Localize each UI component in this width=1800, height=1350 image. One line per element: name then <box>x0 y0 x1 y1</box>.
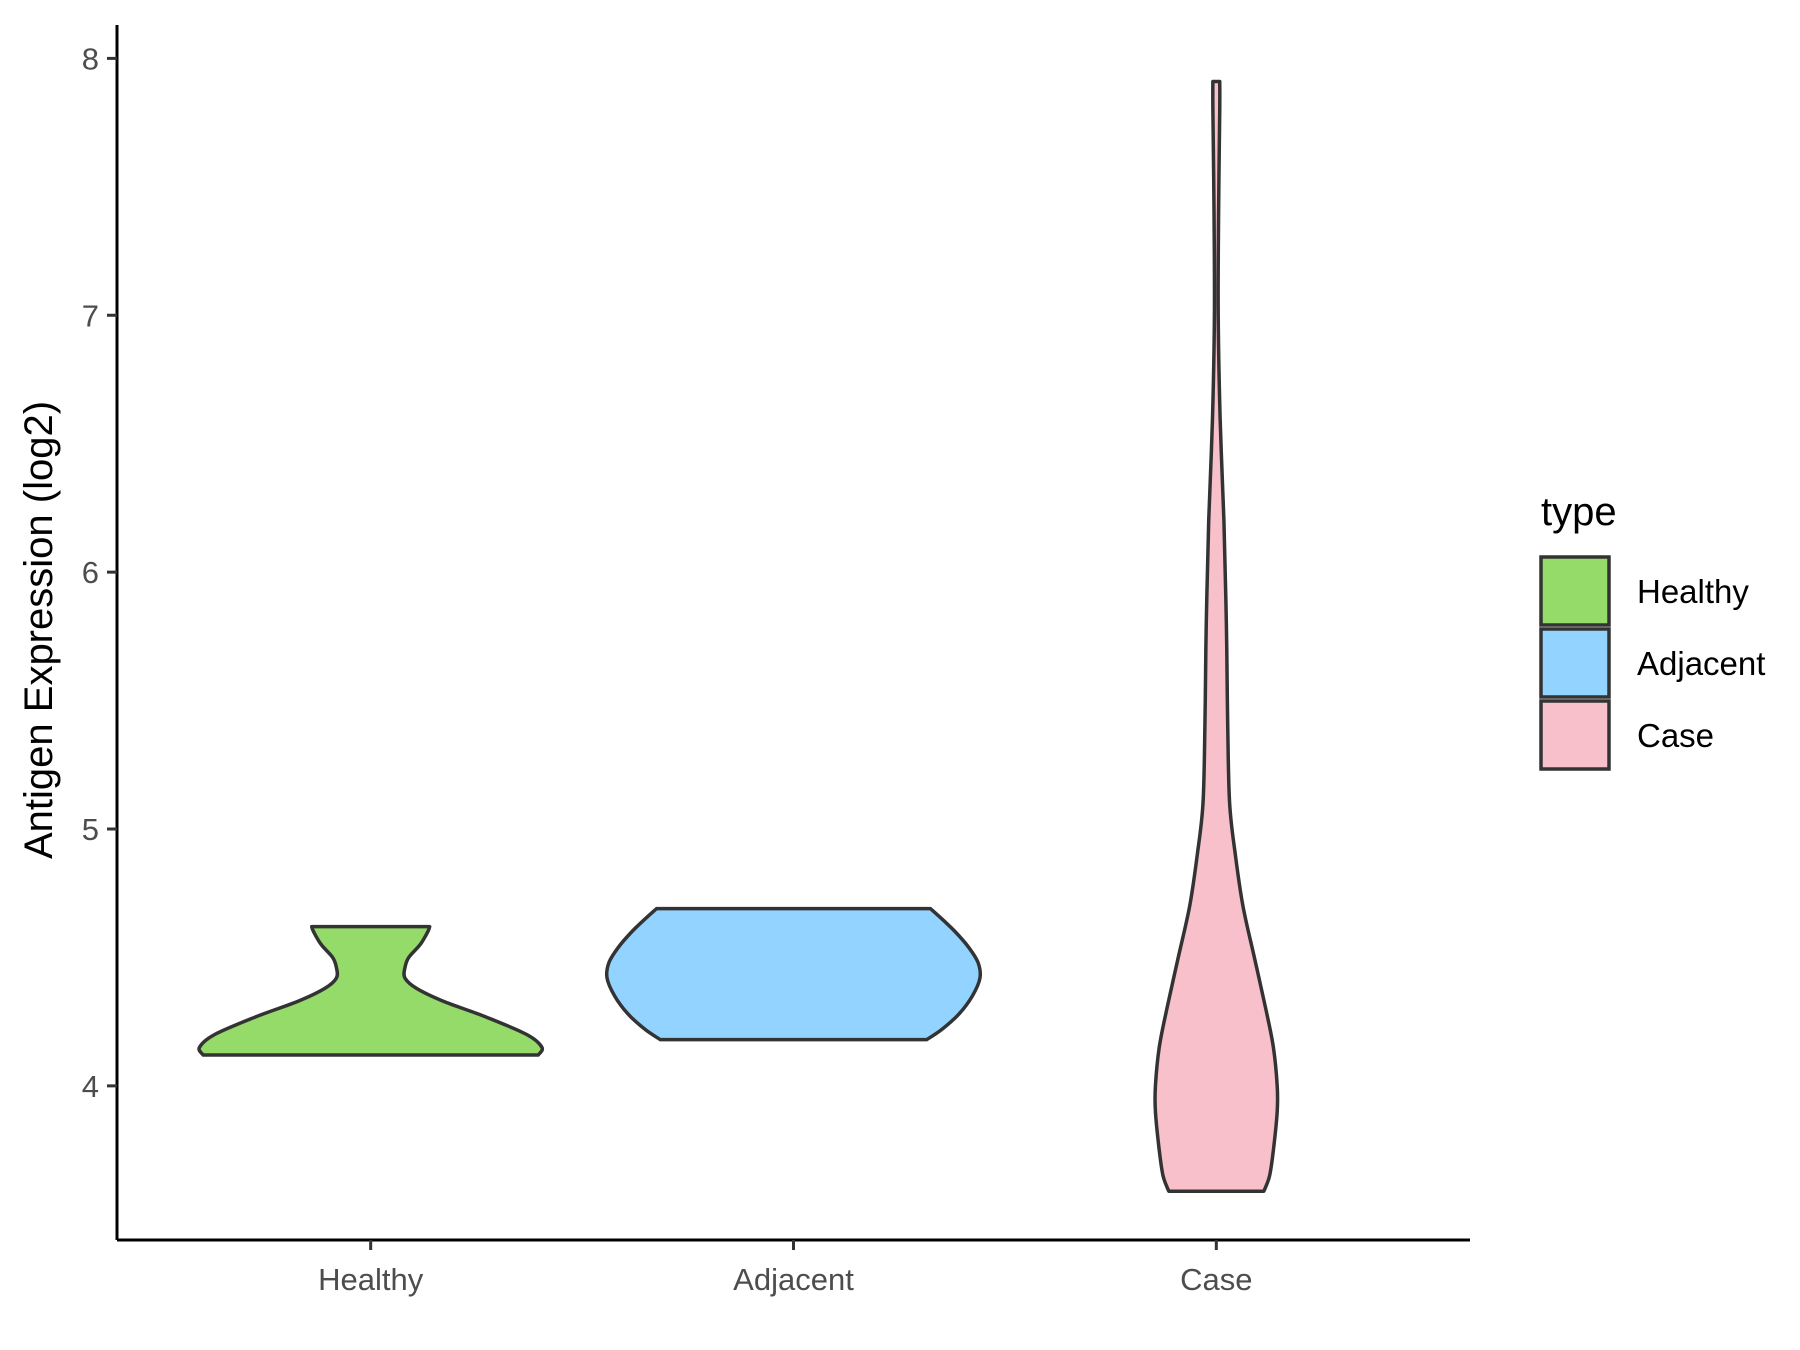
legend-label-healthy: Healthy <box>1637 573 1749 610</box>
legend-label-adjacent: Adjacent <box>1637 645 1765 682</box>
legend-key-healthy <box>1539 555 1611 627</box>
legend-label-case: Case <box>1637 717 1714 754</box>
y-axis-ticks: 4 5 6 7 8 <box>82 41 117 1104</box>
y-axis-title: Antigen Expression (log2) <box>17 401 61 859</box>
y-tick-label: 8 <box>82 41 99 76</box>
y-tick-label: 7 <box>82 298 99 333</box>
legend-key-adjacent <box>1539 627 1611 699</box>
legend-key-case <box>1539 699 1611 771</box>
x-tick-label: Healthy <box>318 1262 424 1297</box>
violin-adjacent <box>604 906 983 1042</box>
y-tick-label: 5 <box>82 812 99 847</box>
x-axis-ticks: Healthy Adjacent Case <box>318 1240 1253 1297</box>
violin-healthy <box>197 924 545 1057</box>
y-tick-label: 6 <box>82 555 99 590</box>
legend: type Healthy Adjacent Case <box>1539 490 1765 771</box>
legend-entries: Healthy Adjacent Case <box>1539 555 1765 771</box>
y-tick-label: 4 <box>82 1069 99 1104</box>
legend-title: type <box>1541 490 1617 534</box>
violin-group <box>197 79 1280 1193</box>
x-tick-label: Adjacent <box>733 1262 854 1297</box>
violin-case <box>1153 79 1280 1193</box>
x-tick-label: Case <box>1180 1262 1252 1297</box>
